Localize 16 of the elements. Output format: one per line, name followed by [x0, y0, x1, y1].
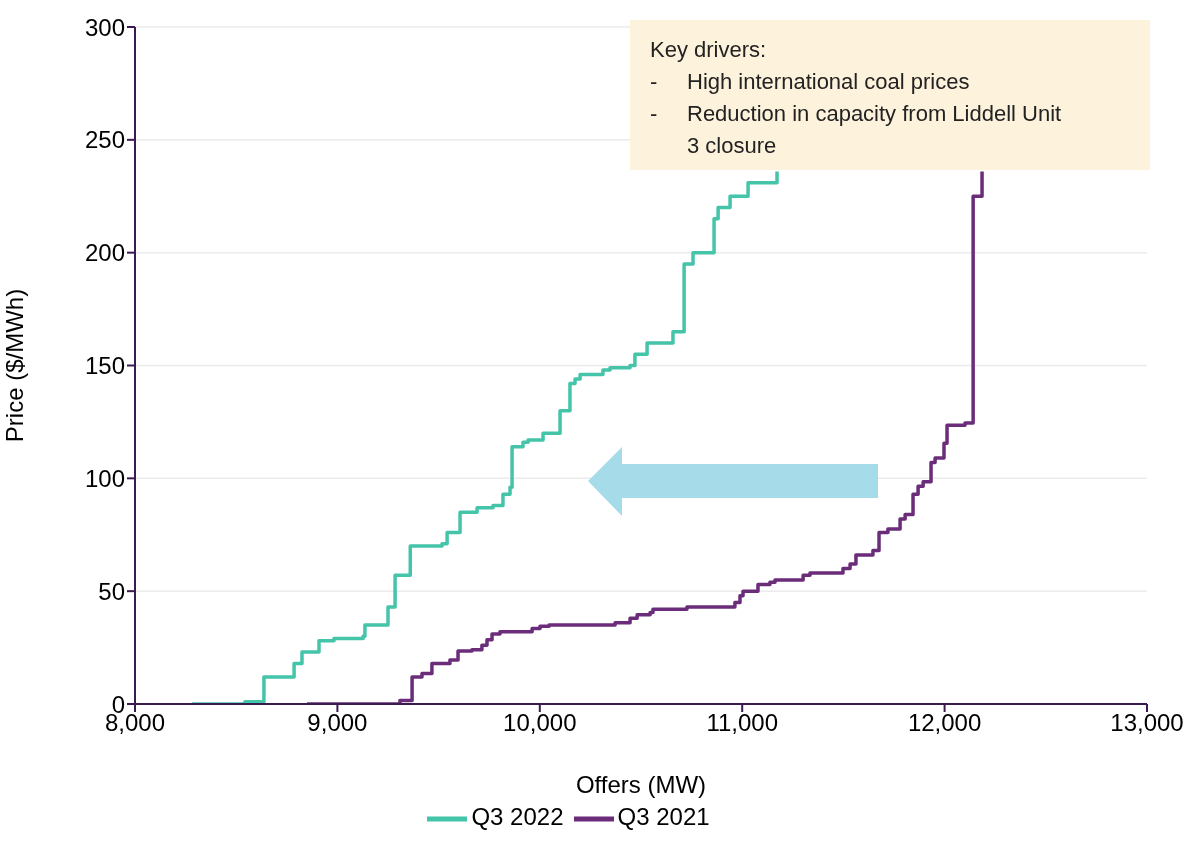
- y-tick-label: 300: [84, 13, 125, 41]
- text-box: Key drivers: - High international coal prices - Reduction in capacity from Liddell Unit 3 closure: [630, 20, 1150, 170]
- legend-label: Q3 2021: [617, 803, 710, 831]
- x-tick-label: 13,000: [1110, 709, 1184, 737]
- x-tick-label: 10,000: [503, 709, 577, 737]
- legend-label: Q3 2022: [471, 803, 564, 831]
- x-tick-label: 9,000: [307, 709, 368, 737]
- x-tick-label: 11,000: [706, 709, 779, 737]
- y-tick-label: 150: [84, 352, 125, 380]
- y-tick-label: 250: [84, 126, 125, 154]
- y-tick-label: 50: [98, 577, 125, 605]
- x-axis-title: Offers (MW): [575, 771, 707, 798]
- x-tick-label: 12,000: [907, 709, 982, 737]
- y-tick-label: 200: [84, 239, 125, 267]
- y-tick-label: 100: [84, 464, 125, 492]
- y-axis-title: Price ($/MWh): [0, 288, 28, 443]
